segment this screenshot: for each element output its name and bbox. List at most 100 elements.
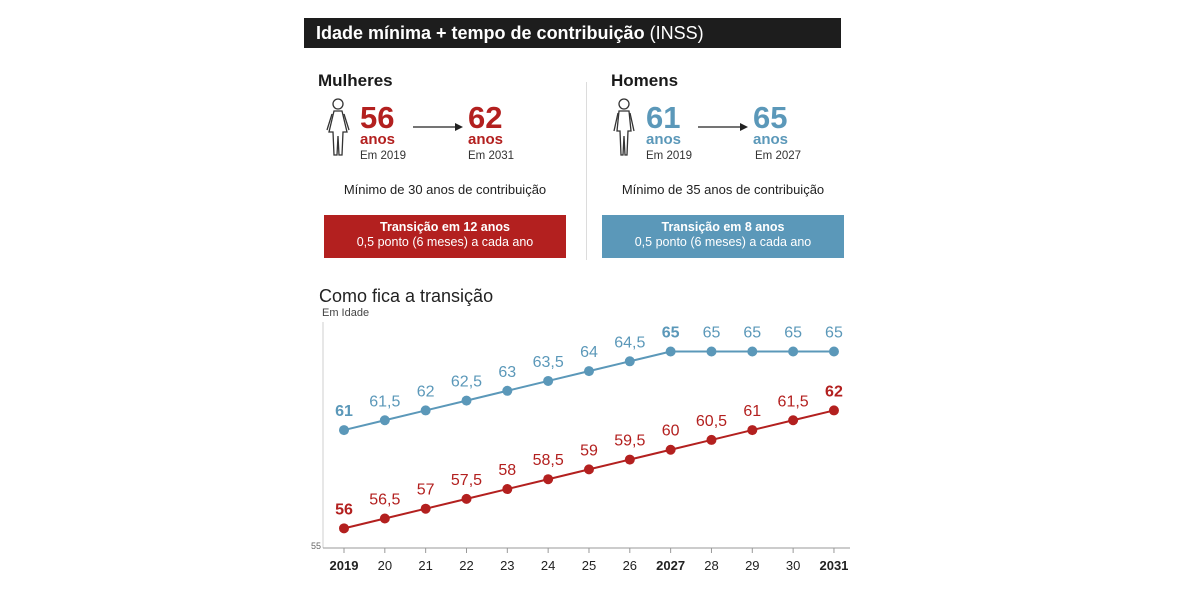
data-label-homens: 65 (784, 324, 802, 341)
x-tick-label: 30 (786, 558, 800, 573)
data-point-mulheres (788, 415, 799, 426)
data-label-homens: 64,5 (614, 334, 645, 351)
data-point-mulheres (747, 425, 758, 436)
data-point-homens (788, 346, 799, 357)
data-label-homens: 61,5 (369, 393, 400, 410)
data-label-homens: 61 (335, 403, 353, 420)
data-label-mulheres: 59 (580, 442, 598, 459)
data-point-mulheres (706, 434, 717, 445)
women-from-unit: anos (360, 131, 396, 148)
x-tick-label: 21 (418, 558, 432, 573)
chart-title: Como fica a transição (319, 286, 494, 306)
x-tick-label: 2027 (656, 558, 685, 573)
data-point-mulheres (543, 474, 554, 485)
woman-icon (326, 98, 350, 156)
x-tick-label: 2031 (819, 558, 848, 573)
women-from-year: Em 2019 (360, 150, 407, 162)
data-point-homens (339, 425, 349, 436)
data-point-mulheres (665, 444, 676, 455)
women-to-year: Em 2031 (468, 150, 515, 162)
data-label-mulheres: 62 (825, 383, 843, 400)
x-tick-label: 24 (541, 558, 555, 573)
women-transition-title: Transição em 12 anos (380, 220, 510, 234)
women-from-value: 56 (360, 100, 395, 135)
data-label-homens: 65 (662, 324, 680, 341)
x-tick-label: 26 (623, 558, 637, 573)
women-to-value: 62 (468, 100, 503, 135)
data-label-homens: 65 (703, 324, 721, 341)
x-tick-label: 29 (745, 558, 759, 573)
women-label: Mulheres (318, 71, 393, 90)
men-from-value: 61 (646, 100, 681, 135)
data-label-mulheres: 60 (662, 423, 680, 440)
men-to-value: 65 (753, 100, 788, 135)
men-transition-detail: 0,5 ponto (6 meses) a cada ano (634, 235, 812, 249)
data-label-mulheres: 60,5 (696, 413, 727, 430)
men-minimum: Mínimo de 35 anos de contribuição (621, 182, 825, 197)
data-label-mulheres: 57 (417, 482, 435, 499)
women-transition-detail: 0,5 ponto (6 meses) a cada ano (356, 235, 534, 249)
women-transition-box: Transição em 12 anos 0,5 ponto (6 meses)… (324, 215, 566, 258)
data-point-mulheres (583, 464, 594, 475)
x-tick-label: 23 (500, 558, 514, 573)
data-label-homens: 62,5 (451, 374, 482, 391)
data-label-mulheres: 56,5 (369, 492, 400, 509)
data-point-homens (583, 366, 594, 377)
x-tick-label: 28 (704, 558, 718, 573)
men-to-unit: anos (753, 131, 789, 148)
title-bar: Idade mínima + tempo de contribuição (IN… (304, 18, 841, 48)
chart-marks: 2019 20 21 22 23 24 25 26 2027 28 29 30 2031 61 61,5 62… (330, 324, 849, 573)
data-point-homens (747, 346, 758, 357)
men-to-year: Em 2027 (755, 150, 802, 162)
men-transition-box: Transição em 8 anos 0,5 ponto (6 meses) … (602, 215, 844, 258)
data-point-homens (379, 415, 390, 426)
data-label-homens: 62 (417, 383, 435, 400)
x-tick-label: 25 (582, 558, 596, 573)
data-label-homens: 64 (580, 344, 598, 361)
data-point-mulheres (828, 405, 839, 416)
men-from-year: Em 2019 (646, 150, 693, 162)
men-arrow-icon (698, 123, 748, 131)
men-label: Homens (611, 71, 679, 90)
data-point-mulheres (461, 493, 472, 504)
men-from-unit: anos (646, 131, 682, 148)
data-point-homens (706, 346, 717, 357)
title-suffix: (INSS) (649, 23, 704, 43)
man-icon (613, 98, 635, 156)
x-tick-label: 20 (378, 558, 392, 573)
data-point-homens (502, 385, 513, 396)
data-label-mulheres: 58,5 (533, 452, 564, 469)
data-label-mulheres: 61,5 (778, 393, 809, 410)
data-point-homens (828, 346, 839, 357)
data-label-mulheres: 56 (335, 501, 353, 518)
x-tick-label: 22 (459, 558, 473, 573)
data-label-homens: 63 (498, 364, 516, 381)
data-point-homens (624, 356, 635, 367)
data-point-homens (543, 375, 554, 386)
women-minimum: Mínimo de 30 anos de contribuição (343, 182, 547, 197)
y-min-label: 55 (311, 541, 321, 551)
data-label-mulheres: 57,5 (451, 472, 482, 489)
data-label-mulheres: 59,5 (614, 433, 645, 450)
data-point-homens (461, 395, 472, 406)
data-point-mulheres (420, 503, 431, 514)
data-label-mulheres: 58 (498, 462, 516, 479)
data-point-mulheres (502, 484, 513, 495)
data-point-homens (665, 346, 676, 357)
section-divider (586, 82, 587, 260)
men-transition-title: Transição em 8 anos (661, 220, 785, 234)
data-label-mulheres: 61 (743, 403, 761, 420)
women-to-unit: anos (468, 131, 504, 148)
data-label-homens: 65 (743, 324, 761, 341)
data-label-homens: 65 (825, 324, 843, 341)
page-title: Idade mínima + tempo de contribuição (IN… (316, 23, 704, 44)
data-label-homens: 63,5 (533, 354, 564, 371)
chart-ylabel: Em Idade (322, 307, 370, 319)
data-point-homens (420, 405, 431, 416)
x-tick-label: 2019 (330, 558, 359, 573)
women-arrow-icon (413, 123, 463, 131)
data-point-mulheres (624, 454, 635, 465)
data-point-mulheres (339, 523, 349, 534)
title-main: Idade mínima + tempo de contribuição (316, 23, 645, 43)
